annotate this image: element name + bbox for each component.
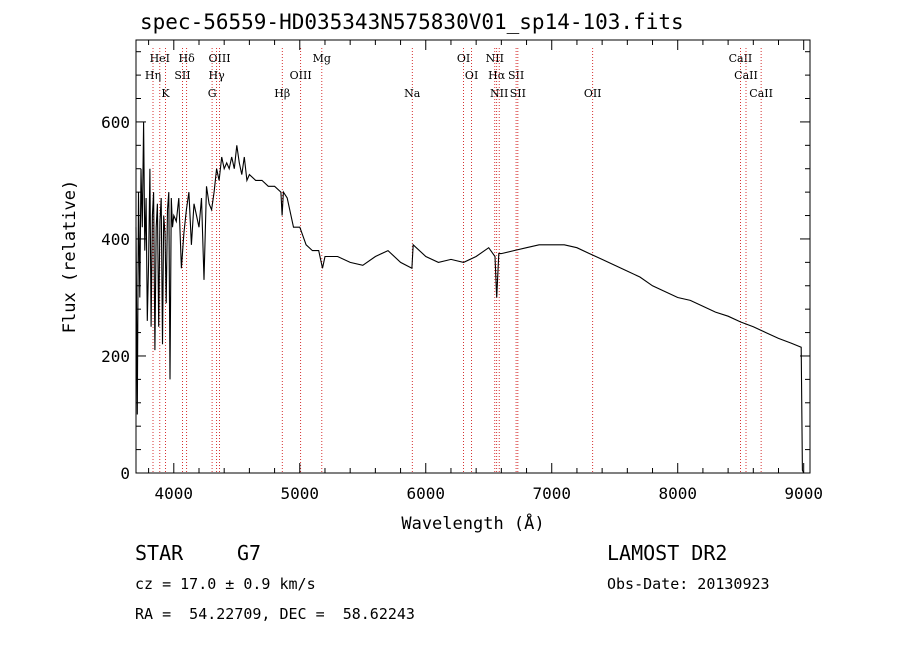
x-axis-title: Wavelength (Å) <box>401 512 544 534</box>
spectral-line-label: HeI <box>150 52 170 65</box>
redshift-value: cz = 17.0 ± 0.9 km/s <box>135 575 316 593</box>
spectral-line-label: CaII <box>734 69 758 82</box>
x-tick-label: 6000 <box>406 484 445 503</box>
y-tick-label: 600 <box>101 113 130 132</box>
spectral-line-label: Mg <box>313 52 331 65</box>
spectral-line-label: SII <box>174 69 190 82</box>
spectral-line-label: K <box>161 87 170 100</box>
spectral-line-label: CaII <box>729 52 753 65</box>
spectral-line-label: OI <box>465 69 478 82</box>
spectral-line-label: NII <box>490 87 508 100</box>
spectral-line-label: CaII <box>749 87 773 100</box>
plot-frame <box>135 39 811 474</box>
obs-date: Obs-Date: 20130923 <box>607 575 770 593</box>
spectral-line-label: SII <box>510 87 526 100</box>
y-tick-label: 200 <box>101 347 130 366</box>
y-tick-label: 0 <box>120 464 130 483</box>
x-tick-label: 7000 <box>532 484 571 503</box>
x-tick-label: 4000 <box>155 484 194 503</box>
x-tick-label: 8000 <box>658 484 697 503</box>
spectral-line-label: OII <box>584 87 602 100</box>
spectral-line-label: OIII <box>290 69 312 82</box>
x-tick-label: 5000 <box>281 484 320 503</box>
survey-label: LAMOST DR2 <box>607 541 728 565</box>
spectral-line-label: SII <box>508 69 524 82</box>
spectral-line-label: Hβ <box>274 87 290 100</box>
spectral-line-label: Hγ <box>209 69 226 82</box>
object-class: STAR <box>135 541 184 565</box>
spectral-line-label: OIII <box>208 52 230 65</box>
spectral-line-label: G <box>208 87 217 100</box>
y-tick-label: 400 <box>101 230 130 249</box>
spectral-line-label: OI <box>457 52 470 65</box>
object-subclass: G7 <box>237 541 262 565</box>
x-tick-label: 9000 <box>784 484 823 503</box>
spectral-line-label: Hη <box>145 69 161 82</box>
spectrum-series-line <box>135 121 805 474</box>
spectral-line-label: NII <box>486 52 504 65</box>
spectral-line-label: Hδ <box>179 52 196 65</box>
coordinates: RA = 54.22709, DEC = 58.62243 <box>135 605 415 623</box>
chart-title: spec-56559-HD035343N575830V01_sp14-103.f… <box>140 10 684 34</box>
y-axis-title: Flux (relative) <box>60 180 80 334</box>
spectral-line-label: Hα <box>488 69 506 82</box>
spectral-line-label: Na <box>404 87 421 100</box>
